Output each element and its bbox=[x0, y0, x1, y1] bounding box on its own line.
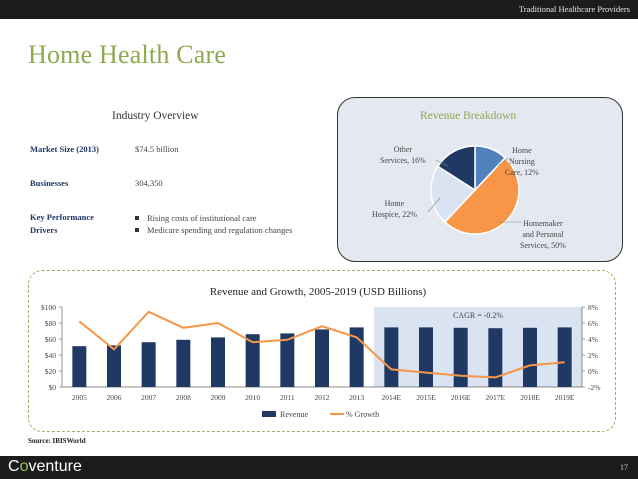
x-tick-label: 2009 bbox=[211, 393, 226, 402]
y-right-tick-label: 2% bbox=[588, 351, 598, 360]
page-number: 17 bbox=[620, 463, 628, 472]
page-title: Home Health Care bbox=[28, 40, 227, 69]
chart-panel bbox=[28, 270, 616, 432]
source-note: Source: IBISWorld bbox=[28, 437, 86, 445]
pie-label-other-services: Other Services, 16% bbox=[380, 145, 426, 165]
x-tick-label: 2008 bbox=[176, 393, 191, 402]
chart-title: Revenue and Growth, 2005-2019 (USD Billi… bbox=[210, 286, 427, 298]
y-left-tick-label: $100 bbox=[41, 303, 56, 312]
pie-label-home-hospice: Home Hospice, 22% bbox=[372, 199, 417, 219]
x-tick-label: 2018E bbox=[520, 393, 540, 402]
x-tick-label: 2007 bbox=[141, 393, 156, 402]
y-left-tick-label: $0 bbox=[49, 383, 57, 392]
revenue-bar bbox=[488, 328, 503, 387]
revenue-bar bbox=[72, 346, 87, 387]
pie-slice-home-hospice bbox=[430, 165, 477, 224]
legend-label-growth: % Growth bbox=[346, 410, 379, 419]
revenue-bar bbox=[315, 329, 329, 387]
drivers-list: Rising costs of institutional care Medic… bbox=[135, 212, 295, 236]
overview-title: Industry Overview bbox=[112, 110, 199, 122]
businesses-label: Businesses bbox=[30, 178, 69, 188]
x-tick-label: 2006 bbox=[107, 393, 122, 402]
pie-label-home-nursing: Home Nursing Care, 12% bbox=[505, 146, 539, 177]
kpd-label-1: Key Performance bbox=[30, 212, 94, 222]
market-size-label: Market Size (2013) bbox=[30, 144, 99, 154]
x-tick-label: 2013 bbox=[349, 393, 364, 402]
y-right-tick-label: 4% bbox=[588, 335, 598, 344]
leader-line bbox=[427, 197, 441, 213]
y-left-tick-label: $80 bbox=[45, 319, 57, 328]
y-right-tick-label: 8% bbox=[588, 303, 598, 312]
top-bar: Traditional Healthcare Providers bbox=[0, 0, 638, 19]
x-tick-label: 2019E bbox=[555, 393, 575, 402]
revenue-bar bbox=[211, 337, 225, 387]
pie-slice-other-services bbox=[436, 145, 476, 192]
y-left-tick-label: $20 bbox=[45, 367, 57, 376]
businesses-value: 304,350 bbox=[135, 178, 163, 188]
leader-line bbox=[435, 159, 449, 167]
revenue-bar bbox=[523, 327, 537, 387]
x-tick-label: 2014E bbox=[382, 393, 402, 402]
revenue-bar bbox=[245, 334, 260, 387]
x-tick-label: 2015E bbox=[416, 393, 436, 402]
revenue-bar bbox=[141, 342, 156, 387]
y-right-tick-label: -2% bbox=[588, 383, 601, 392]
driver-item: Rising costs of institutional care bbox=[135, 212, 295, 224]
revenue-bar bbox=[280, 333, 295, 387]
revenue-bar bbox=[176, 339, 191, 387]
kpd-label-2: Drivers bbox=[30, 225, 58, 235]
y-right-tick-label: 6% bbox=[588, 319, 598, 328]
revenue-bar bbox=[557, 327, 572, 387]
x-tick-label: 2011 bbox=[280, 393, 295, 402]
y-right-tick-label: 0% bbox=[588, 367, 598, 376]
revenue-bar bbox=[107, 345, 121, 387]
pie-slice-homemaker bbox=[443, 156, 520, 235]
growth-line bbox=[78, 310, 565, 379]
revenue-bar bbox=[419, 327, 433, 387]
revenue-bar bbox=[349, 327, 364, 387]
x-tick-label: 2017E bbox=[486, 393, 506, 402]
revenue-bar bbox=[384, 327, 399, 387]
bottom-bar: Coventure 17 bbox=[0, 456, 638, 479]
y-left-tick-label: $60 bbox=[45, 335, 57, 344]
section-label: Traditional Healthcare Providers bbox=[518, 4, 630, 14]
forecast-shading bbox=[374, 307, 582, 387]
x-tick-label: 2005 bbox=[72, 393, 87, 402]
x-tick-label: 2012 bbox=[315, 393, 330, 402]
coventure-logo: Coventure bbox=[8, 458, 82, 475]
leader-line bbox=[497, 157, 509, 167]
legend-label-revenue: Revenue bbox=[280, 410, 308, 419]
cagr-annotation: CAGR = -0.2% bbox=[453, 311, 503, 320]
x-tick-label: 2016E bbox=[451, 393, 471, 402]
revenue-breakdown-title: Revenue Breakdown bbox=[420, 110, 517, 122]
driver-item: Medicare spending and regulation changes bbox=[135, 224, 295, 236]
legend-swatch-revenue bbox=[262, 411, 276, 417]
x-tick-label: 2010 bbox=[245, 393, 260, 402]
y-left-tick-label: $40 bbox=[45, 351, 57, 360]
market-size-value: $74.5 billion bbox=[135, 144, 179, 154]
revenue-bar bbox=[453, 327, 468, 387]
pie-label-homemaker: Homemaker and Personal Services, 50% bbox=[520, 219, 566, 250]
